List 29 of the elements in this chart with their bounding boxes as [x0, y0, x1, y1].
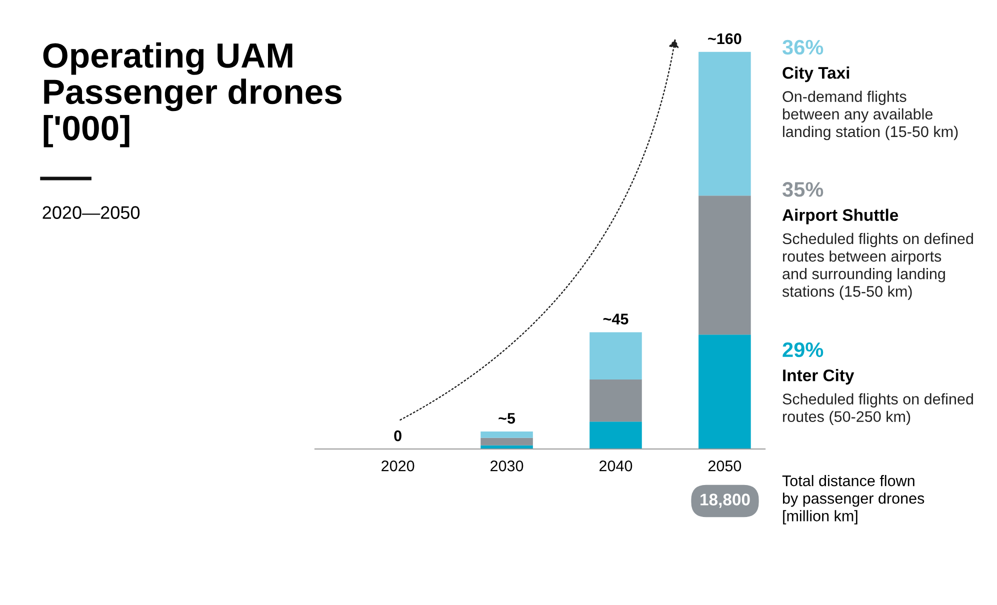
x-tick-label: 2030 [490, 460, 524, 472]
bar [590, 332, 642, 380]
bar [590, 422, 642, 449]
x-tick-label: 2020 [382, 460, 414, 472]
bar [698, 334, 751, 449]
annotation: ~45 [603, 314, 628, 324]
bar [698, 196, 751, 335]
series-label: City Taxi [782, 66, 850, 82]
text: Total distance flown by passenger drones [million km] [782, 475, 924, 524]
text: Scheduled flights on defined routes (50-250 km) [782, 393, 973, 426]
annotation: ~5 [498, 413, 516, 424]
annotation: 0 [394, 430, 402, 442]
bar [480, 438, 533, 446]
text: On-demand flights between any available landing station (15-50 km) [782, 90, 958, 140]
bar [590, 380, 642, 422]
x-tick-label: 2040 [600, 460, 632, 472]
text: 2020—2050 [42, 206, 140, 219]
bar [698, 52, 751, 196]
series-label: Inter City [783, 369, 854, 385]
x-tick-label: 2050 [708, 460, 742, 472]
text: 36% [782, 40, 824, 55]
text: 35% [782, 182, 824, 197]
annotation: ~160 [708, 33, 742, 44]
text: Operating UAM Passenger drones ['000] [43, 42, 342, 148]
text: 18,800 [700, 494, 750, 508]
text: 29% [782, 342, 824, 358]
series-label: Airport Shuttle [782, 208, 898, 224]
bar [480, 432, 533, 438]
text: Scheduled flights on defined routes between airports and surrounding landing stations (15-50 km) [782, 232, 973, 300]
